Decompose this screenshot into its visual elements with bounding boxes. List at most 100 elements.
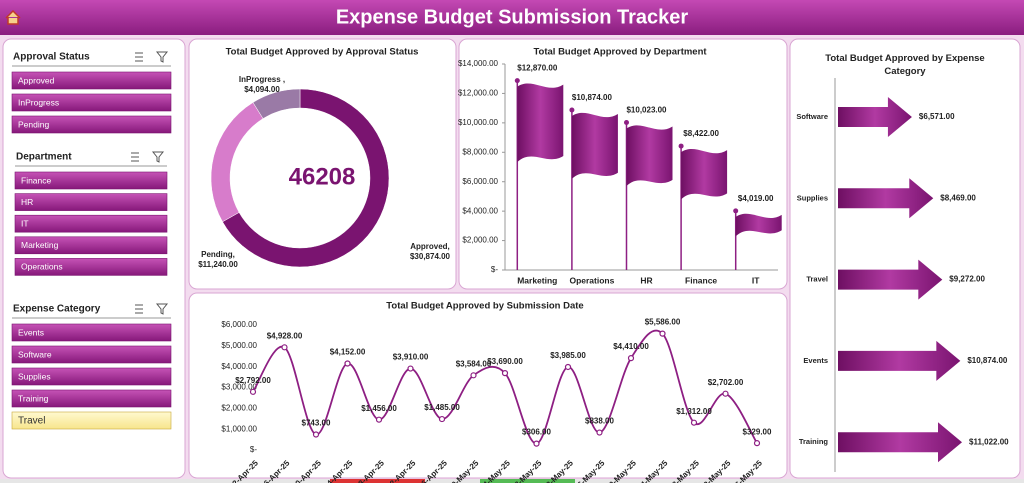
sheet-tab[interactable] [480,479,575,483]
slicer-item-label: Operations [21,262,63,272]
chart-title: Total Budget Approved by Submission Date [386,301,583,312]
data-label: $1,456.00 [361,404,397,413]
slicer-item[interactable] [14,193,168,211]
slicer-item[interactable] [11,345,172,364]
point [533,440,540,447]
data-label: $8,469.00 [940,193,976,202]
y-tick-label: Software [796,112,828,121]
slicer-item[interactable] [11,389,172,408]
bar [838,259,943,300]
slicer-item[interactable] [14,258,168,276]
y-tick-label: $1,000.00 [221,424,257,433]
y-tick-label: $- [491,265,498,274]
data-label: $10,874.00 [967,356,1008,365]
data-label: $3,690.00 [487,357,523,366]
data-label: $4,152.00 [330,348,366,357]
data-label-name: Pending, [201,250,235,259]
panel [789,38,1021,479]
data-label: $4,094.00 [244,85,280,94]
slicer-item[interactable] [14,236,168,255]
data-label: $1,485.00 [424,403,460,412]
bar [838,422,962,463]
point [501,370,509,377]
bar [681,148,728,200]
y-tick-label: $2,000.00 [462,236,498,245]
data-label: $10,023.00 [626,106,667,115]
slicer-item-label: Finance [21,175,52,185]
bar [735,213,782,237]
y-tick-label: $8,000.00 [462,147,498,156]
bar [838,178,934,219]
flag-knob [514,78,520,84]
slicer-item[interactable] [11,411,172,430]
data-label-name: InProgress , [239,75,285,84]
multi-select-icon[interactable] [135,304,143,314]
clear-filter-icon[interactable] [151,151,165,163]
slicer-item-label: Travel [18,416,45,427]
x-tick-label: HR [640,275,652,285]
y-tick-label: $6,000.00 [221,320,257,329]
point [596,429,603,436]
y-tick-label: $6,000.00 [462,177,498,186]
slicer-item-label: Training [18,393,49,403]
flag-knob [569,107,575,113]
point [249,388,257,395]
chart-title: Total Budget Approved by Approval Status [226,47,419,58]
multi-select-icon[interactable] [131,152,139,162]
data-label: $1,312.00 [676,407,712,416]
slicer-item-label: Events [18,327,44,337]
slicer-item-label: InProgress [18,97,59,107]
x-tick-label: IT [752,275,760,285]
data-label: $4,019.00 [738,194,774,203]
point [281,344,288,351]
data-label: $2,702.00 [708,378,744,387]
slicer-item-label: HR [21,197,33,207]
donut-segment [252,88,301,119]
slicer-item[interactable] [11,115,172,134]
slicer-item[interactable] [14,214,168,233]
bar [517,83,564,163]
donut-segment [222,88,390,268]
slicer-item[interactable] [11,71,172,90]
data-label: $4,410.00 [613,342,649,351]
title: Expense Budget Submission Tracker [336,6,689,28]
flag-knob [678,143,684,149]
bar [838,97,912,137]
point [659,330,666,337]
sheet-tab[interactable] [330,479,425,483]
data-label: $743.00 [302,419,331,428]
point [690,419,698,426]
data-label: $4,928.00 [267,331,303,340]
y-tick-label: $2,000.00 [221,403,257,412]
data-label: $11,022.00 [969,437,1009,446]
data-label: $2,792.00 [235,376,271,385]
y-tick-label: $4,000.00 [462,206,498,215]
multi-select-icon[interactable] [135,52,143,62]
data-label: $11,240.00 [198,260,238,269]
clear-filter-icon[interactable] [155,51,169,63]
slicer-item[interactable] [11,367,172,386]
slicer-item[interactable] [14,171,168,190]
bar [626,125,673,186]
slicer-item[interactable] [11,93,172,112]
data-label: $329.00 [743,427,772,436]
x-tick-label: Marketing [517,275,557,285]
flag-knob [624,120,629,126]
clear-filter-icon[interactable] [155,303,169,315]
point [753,440,761,447]
y-tick-label: Training [799,437,829,446]
data-label: $3,985.00 [550,351,586,360]
slicer-title: Approval Status [13,52,90,63]
y-tick-label: Supplies [797,193,828,202]
data-label: $6,571.00 [919,112,955,121]
home-icon[interactable] [5,9,21,25]
x-tick-label: Finance [685,275,717,285]
y-tick-label: Travel [806,275,828,284]
y-tick-label: $- [250,445,257,454]
slicer-item[interactable] [11,323,172,342]
x-tick-label: Operations [569,275,614,285]
slicer-item-label: Supplies [18,371,51,381]
panel [188,292,788,479]
header-bar [0,0,1024,35]
